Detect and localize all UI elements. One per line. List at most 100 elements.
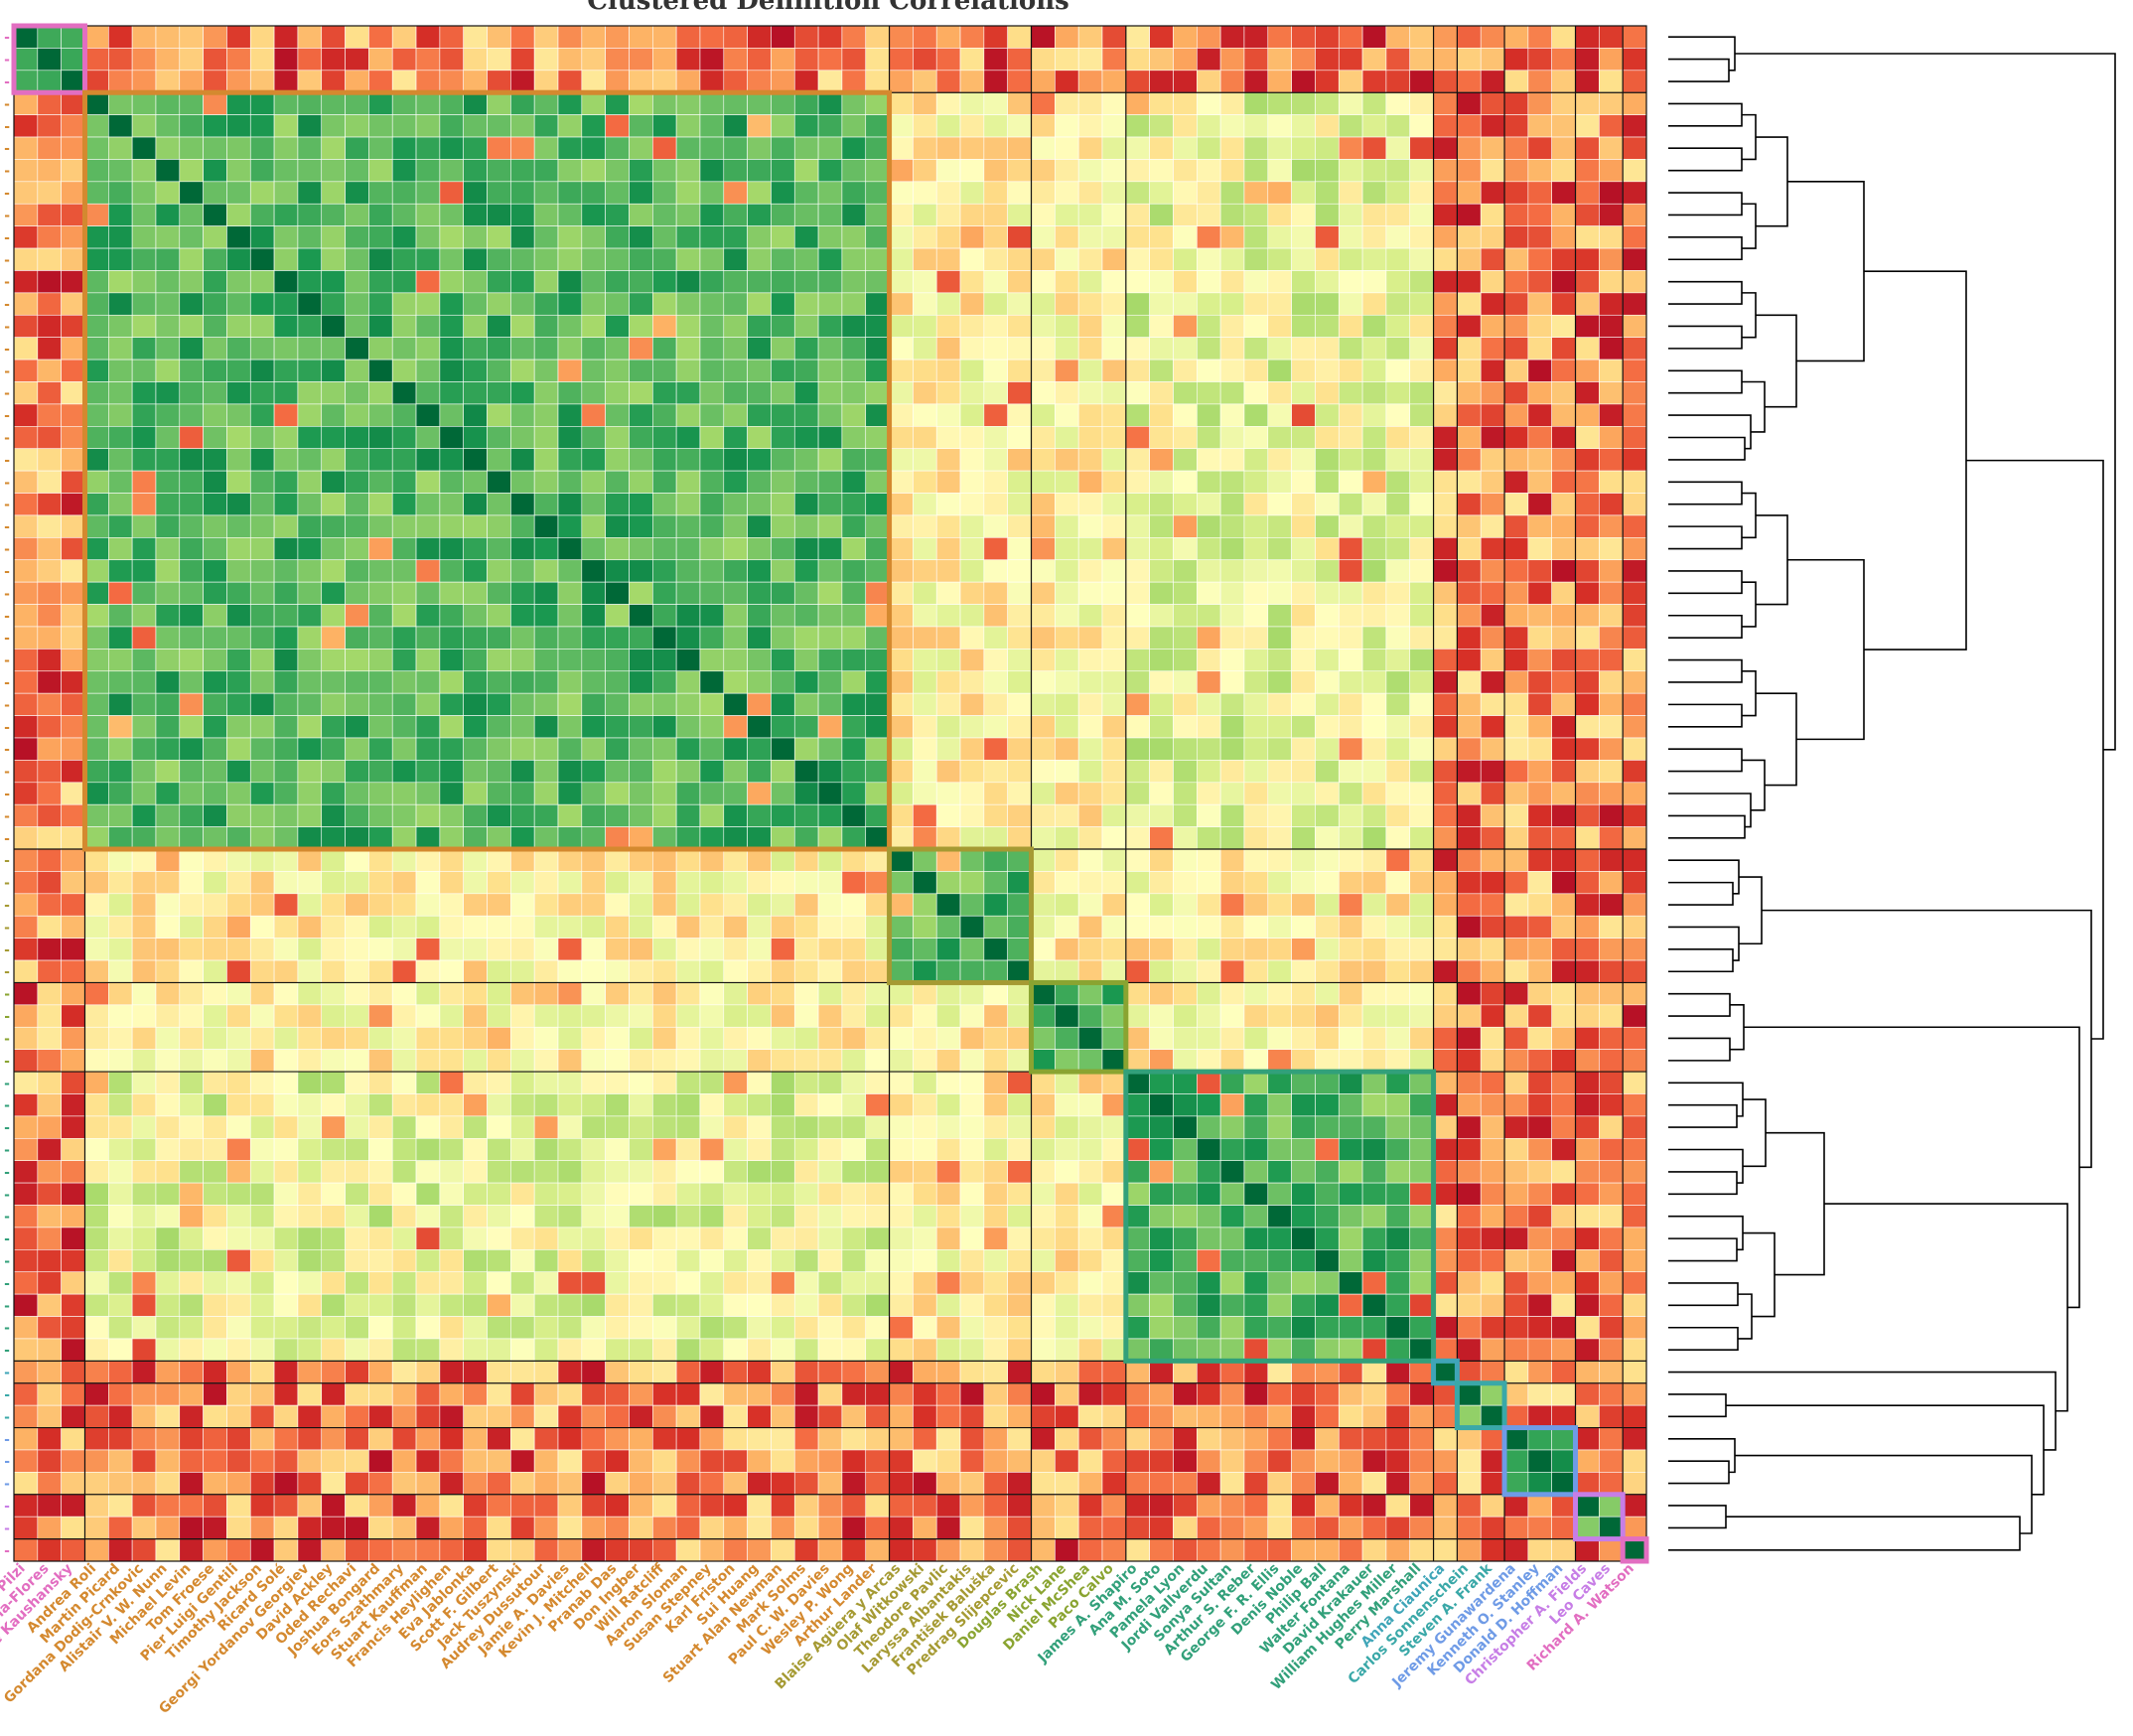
heatmap-cell [1031, 826, 1056, 850]
heatmap-cell [581, 692, 606, 716]
heatmap-cell [108, 470, 133, 494]
heatmap-cell [84, 514, 109, 538]
heatmap-cell [889, 1449, 914, 1473]
heatmap-cell [321, 470, 346, 494]
heatmap-cell [1173, 381, 1198, 405]
heatmap-cell [155, 1160, 181, 1184]
heatmap-cell [533, 381, 559, 405]
heatmap-cell [557, 1249, 583, 1273]
heatmap-cell [1409, 136, 1434, 160]
heatmap-cell [1622, 692, 1647, 716]
heatmap-cell [131, 803, 157, 827]
heatmap-cell [1101, 48, 1127, 72]
heatmap-cell [108, 203, 133, 226]
heatmap-cell [1575, 314, 1600, 338]
heatmap-cell [1457, 1316, 1482, 1340]
heatmap-cell [557, 359, 583, 382]
heatmap-cell [391, 91, 417, 115]
heatmap-cell [61, 1071, 85, 1094]
heatmap-cell [226, 1205, 251, 1229]
heatmap-cell [131, 1293, 157, 1317]
heatmap-cell [1007, 381, 1032, 405]
heatmap-cell [652, 114, 677, 138]
heatmap-cell [533, 314, 559, 338]
heatmap-cell [865, 1516, 890, 1539]
dendrogram-link [1668, 658, 1743, 683]
heatmap-cell [84, 1449, 109, 1473]
heatmap-cell [510, 381, 535, 405]
heatmap-cell [1007, 803, 1032, 827]
heatmap-cell [61, 1427, 85, 1451]
heatmap-cell [723, 959, 748, 983]
heatmap-cell [61, 737, 85, 761]
heatmap-cell [345, 803, 369, 827]
heatmap-cell [1503, 1227, 1529, 1250]
heatmap-cell [1575, 1160, 1600, 1184]
dendrogram-link [1668, 1326, 1739, 1351]
heatmap-cell [391, 893, 417, 917]
heatmap-cell [249, 1115, 275, 1139]
heatmap-cell [391, 1205, 417, 1229]
heatmap-cell [1622, 48, 1647, 72]
heatmap-cell [179, 48, 204, 72]
cluster-box [1029, 979, 1129, 1075]
heatmap-cell [1599, 1071, 1624, 1094]
heatmap-cell [1575, 1404, 1600, 1428]
heatmap-cell [321, 782, 346, 805]
heatmap-cell [321, 91, 346, 115]
heatmap-cell [179, 292, 204, 316]
heatmap-cell [1197, 225, 1221, 249]
heatmap-cell [1433, 1293, 1458, 1317]
heatmap-cell [297, 581, 323, 605]
heatmap-cell [1457, 514, 1482, 538]
row-tick-label: Walter Fontana - [0, 1276, 10, 1292]
heatmap-cell [1173, 1160, 1198, 1184]
heatmap-cell [1031, 181, 1056, 205]
heatmap-cell [1457, 1182, 1482, 1206]
heatmap-cell [605, 1227, 630, 1250]
heatmap-cell [155, 537, 181, 561]
heatmap-cell [1197, 581, 1221, 605]
heatmap-cell [13, 1004, 39, 1028]
heatmap-cell [935, 181, 961, 205]
heatmap-cell [487, 1049, 511, 1073]
heatmap-cell [959, 848, 985, 872]
heatmap-cell [131, 715, 157, 739]
heatmap-cell [935, 1404, 961, 1428]
heatmap-cell [1007, 114, 1032, 138]
heatmap-cell [13, 1427, 39, 1451]
heatmap-cell [723, 826, 748, 850]
heatmap-cell [817, 1404, 843, 1428]
heatmap-cell [699, 1427, 725, 1451]
heatmap-cell [771, 871, 795, 895]
heatmap-cell [629, 848, 653, 872]
heatmap-cell [1385, 1538, 1411, 1562]
heatmap-cell [1031, 1160, 1056, 1184]
dendrogram-link [1668, 948, 1734, 973]
heatmap-cell [1527, 1071, 1552, 1094]
heatmap-cell [1149, 292, 1174, 316]
heatmap-cell [1480, 1361, 1505, 1384]
heatmap-cell [1149, 626, 1174, 650]
heatmap-cell [533, 1026, 559, 1050]
heatmap-cell [1551, 871, 1576, 895]
heatmap-cell [935, 826, 961, 850]
heatmap-cell [1031, 314, 1056, 338]
dendrogram-link [1668, 1082, 1744, 1117]
heatmap-cell [1173, 626, 1198, 650]
heatmap-cell [321, 559, 346, 583]
heatmap-cell [1173, 1538, 1198, 1562]
heatmap-cell [179, 270, 204, 294]
heatmap-cell [1125, 1404, 1150, 1428]
heatmap-cell [1101, 1115, 1127, 1139]
heatmap-cell [1243, 1427, 1269, 1451]
heatmap-cell [557, 848, 583, 872]
heatmap-cell [1291, 1049, 1316, 1073]
heatmap-cell [179, 514, 204, 538]
row-tick-label: Eva Jablonka - [0, 453, 10, 469]
heatmap-cell [581, 181, 606, 205]
heatmap-cell [1457, 1271, 1482, 1295]
heatmap-cell [37, 91, 62, 115]
row-tick-label: Gordana Dodig-Crnkovic - [0, 141, 10, 157]
heatmap-cell [1551, 737, 1576, 761]
